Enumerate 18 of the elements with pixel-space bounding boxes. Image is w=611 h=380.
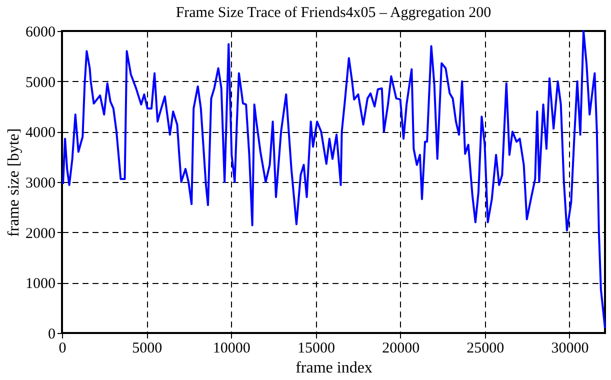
y-tick-label: 1000 [26, 276, 56, 292]
x-tick-label: 30000 [551, 340, 589, 356]
x-tick-label: 20000 [382, 340, 420, 356]
y-axis-title: frame size [byte] [6, 128, 22, 237]
x-tick-label: 10000 [212, 340, 250, 356]
y-tick-label: 3000 [26, 176, 56, 192]
x-axis-title: frame index [296, 360, 372, 376]
x-tick-label: 15000 [297, 340, 335, 356]
x-tick-label: 5000 [132, 340, 162, 356]
line-series [62, 30, 606, 329]
chart-title: Frame Size Trace of Friends4x05 – Aggregation 200 [176, 5, 492, 21]
y-tick-label: 2000 [26, 226, 56, 242]
x-tick-label: 25000 [466, 340, 504, 356]
y-tick-label: 4000 [26, 125, 56, 142]
y-tick-label: 5000 [26, 74, 56, 91]
x-tick-label: 0 [58, 340, 66, 356]
y-tick-label: 6000 [26, 24, 56, 40]
y-tick-label: 0 [48, 326, 56, 342]
